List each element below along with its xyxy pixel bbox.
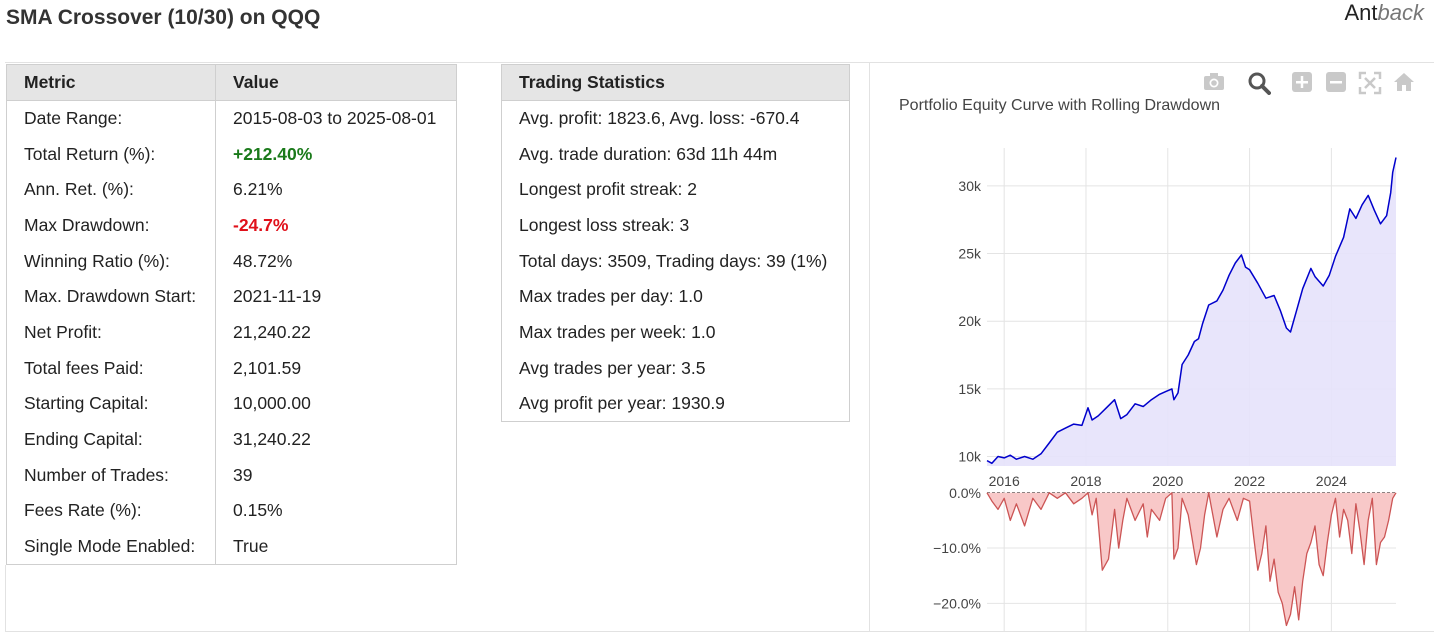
table-row: Max trades per week: 1.0 [502, 315, 850, 351]
drawdown-line [986, 492, 1397, 627]
metric-value: True [233, 535, 269, 556]
y-tick-label: −20.0% [933, 595, 981, 611]
y-tick-label: 25k [958, 246, 982, 262]
metric-value-positive: +212.40% [233, 143, 313, 164]
drawdown-subplot[interactable]: 0.0% −10.0% −20.0% [933, 485, 1397, 631]
zoom-icon[interactable] [1247, 71, 1271, 95]
stat-item: Avg trades per year: 3.5 [519, 357, 706, 378]
metric-value: 39 [233, 464, 253, 485]
metric-label: Ann. Ret. (%): [6, 171, 216, 208]
trading-stats-table: Trading Statistics Avg. profit: 1823.6, … [501, 64, 850, 423]
equity-drawdown-chart[interactable]: 10k 15k 20k 25k 30k 2016 2018 2020 2022 2024 0.0%… [870, 63, 1434, 631]
metric-value-negative: -24.7% [233, 214, 289, 235]
table-row: Max. Drawdown Start: 2021-11-19 [6, 278, 457, 315]
table-row: Avg trades per year: 3.5 [502, 350, 850, 386]
table-row: Avg. profit: 1823.6, Avg. loss: -670.4 [502, 101, 850, 137]
metrics-table: Metric Value Date Range: 2015-08-03 to 20… [6, 64, 457, 565]
metric-value: 48.72% [233, 250, 293, 271]
metric-label: Fees Rate (%): [6, 493, 216, 529]
home-icon[interactable] [1393, 72, 1415, 92]
metric-label: Single Mode Enabled: [6, 528, 216, 565]
y-tick-label: −10.0% [933, 540, 981, 556]
table-row: Total Return (%): +212.40% [6, 136, 457, 172]
table-row: Longest profit streak: 2 [502, 172, 850, 208]
metric-value: 10,000.00 [233, 393, 311, 414]
metric-value: 2,101.59 [233, 357, 302, 378]
table-row: Net Profit: 21,240.22 [6, 314, 457, 351]
metric-label: Ending Capital: [6, 421, 216, 458]
table-row: Total days: 3509, Trading days: 39 (1%) [502, 243, 850, 279]
x-tick-label: 2018 [1070, 473, 1101, 489]
brand-logo-part-b: back [1377, 0, 1424, 25]
x-tick-label: 2024 [1316, 473, 1347, 489]
table-row: Single Mode Enabled: True [6, 528, 457, 565]
table-row: Avg profit per year: 1930.9 [502, 386, 850, 422]
table-row: Longest loss streak: 3 [502, 208, 850, 244]
metrics-header-row: Metric Value [6, 64, 457, 101]
table-row: Ann. Ret. (%): 6.21% [6, 171, 457, 208]
y-tick-label: 15k [958, 381, 982, 397]
chart-title: Portfolio Equity Curve with Rolling Draw… [899, 97, 1220, 114]
stat-item: Avg. profit: 1823.6, Avg. loss: -670.4 [519, 108, 800, 129]
metric-value: 2015-08-03 to 2025-08-01 [233, 108, 437, 129]
frame-divider-vertical [869, 62, 870, 632]
stat-item: Total days: 3509, Trading days: 39 (1%) [519, 250, 828, 271]
table-row: Ending Capital: 31,240.22 [6, 421, 457, 458]
metric-value: 2021-11-19 [233, 286, 322, 307]
page-title: SMA Crossover (10/30) on QQQ [6, 6, 321, 29]
table-row: Fees Rate (%): 0.15% [6, 493, 457, 529]
stats-header-row: Trading Statistics [501, 64, 850, 101]
metric-label: Max Drawdown: [6, 207, 216, 244]
stat-item: Max trades per week: 1.0 [519, 321, 716, 342]
metric-value: 0.15% [233, 500, 283, 521]
stat-item: Avg profit per year: 1930.9 [519, 393, 725, 414]
x-tick-label: 2020 [1152, 473, 1183, 489]
equity-area [987, 157, 1396, 466]
zoom-out-icon[interactable] [1326, 72, 1346, 92]
metric-label: Number of Trades: [6, 457, 216, 494]
table-row: Avg. trade duration: 63d 11h 44m [502, 136, 850, 172]
frame-divider-left [5, 565, 6, 631]
zoom-in-icon[interactable] [1292, 72, 1312, 92]
stat-item: Max trades per day: 1.0 [519, 286, 703, 307]
table-row: Max Drawdown: -24.7% [6, 207, 457, 244]
table-row: Number of Trades: 39 [6, 457, 457, 494]
stat-item: Longest loss streak: 3 [519, 214, 690, 235]
camera-icon[interactable] [1203, 72, 1225, 92]
metric-value: 21,240.22 [233, 321, 311, 342]
x-tick-label: 2016 [989, 473, 1020, 489]
stat-item: Longest profit streak: 2 [519, 179, 698, 200]
frame-divider-bottom [5, 631, 1434, 632]
metric-value: 6.21% [233, 179, 283, 200]
brand-logo: Antback [1344, 0, 1424, 26]
stat-item: Avg. trade duration: 63d 11h 44m [519, 143, 778, 164]
table-row: Total fees Paid: 2,101.59 [6, 350, 457, 386]
table-row: Date Range: 2015-08-03 to 2025-08-01 [6, 100, 457, 137]
y-tick-label: 0.0% [949, 485, 981, 501]
x-tick-label: 2022 [1234, 473, 1265, 489]
metrics-header-value: Value [215, 64, 457, 101]
table-row: Max trades per day: 1.0 [502, 279, 850, 315]
metric-label: Net Profit: [6, 314, 216, 351]
metric-value: 31,240.22 [233, 429, 311, 450]
metric-label: Total fees Paid: [6, 350, 216, 386]
table-row: Winning Ratio (%): 48.72% [6, 243, 457, 279]
stats-header: Trading Statistics [501, 64, 850, 101]
equity-subplot[interactable]: 10k 15k 20k 25k 30k 2016 2018 2020 2022 2024 [958, 148, 1397, 489]
metric-label: Winning Ratio (%): [6, 243, 216, 279]
metric-label: Max. Drawdown Start: [6, 278, 216, 315]
drawdown-area [987, 492, 1396, 626]
y-tick-label: 20k [958, 313, 982, 329]
autoscale-icon[interactable] [1358, 71, 1382, 95]
brand-logo-part-a: Ant [1344, 0, 1378, 25]
y-tick-label: 10k [958, 449, 982, 465]
metric-label: Total Return (%): [6, 136, 216, 172]
y-tick-label: 30k [958, 178, 982, 194]
metrics-header-metric: Metric [6, 64, 216, 101]
metric-label: Date Range: [6, 100, 216, 137]
table-row: Starting Capital: 10,000.00 [6, 386, 457, 422]
equity-line [986, 157, 1397, 465]
metric-label: Starting Capital: [6, 386, 216, 422]
frame-divider-top [5, 62, 1434, 63]
